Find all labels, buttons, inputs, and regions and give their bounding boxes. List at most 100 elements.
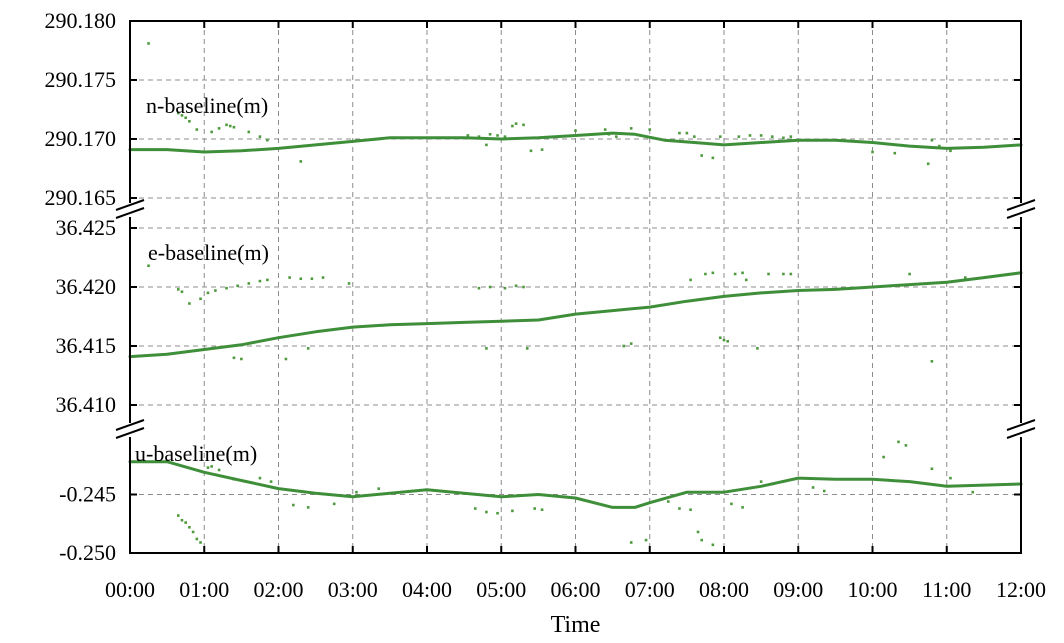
outlier-point [266, 278, 269, 282]
outlier-point [284, 357, 288, 361]
y-tick-label: -0.250 [59, 540, 116, 565]
outlier-point [310, 277, 314, 281]
outlier-point [258, 279, 262, 283]
outlier-point [206, 291, 210, 295]
outlier-point [908, 272, 911, 276]
outlier-point [689, 508, 692, 512]
outlier-point [748, 134, 752, 137]
outlier-point [503, 286, 507, 290]
outlier-point [488, 285, 492, 289]
outlier-point [700, 154, 704, 157]
y-tick-label: 290.165 [45, 185, 117, 210]
x-tick-label: 04:00 [402, 577, 452, 602]
outlier-point [822, 489, 826, 493]
y-tick-label: 290.180 [45, 8, 117, 33]
x-tick-label: 00:00 [105, 577, 155, 602]
x-tick-label: 08:00 [699, 577, 749, 602]
outlier-point [485, 347, 488, 350]
outlier-point [629, 342, 633, 345]
outlier-point [214, 289, 217, 292]
outlier-point [188, 525, 191, 529]
axis-break-mark [115, 419, 145, 439]
outlier-point [522, 123, 525, 127]
x-tick-label: 02:00 [253, 577, 303, 602]
outlier-point [210, 465, 213, 468]
outlier-point [147, 42, 150, 45]
outlier-point [882, 455, 885, 459]
outlier-point [730, 502, 733, 506]
outlier-point [629, 541, 633, 544]
x-tick-label: 03:00 [328, 577, 378, 602]
outlier-point [485, 143, 488, 147]
outlier-point [871, 150, 874, 154]
y-tick-label: 290.175 [45, 67, 117, 92]
outlier-point [496, 134, 499, 137]
outlier-point [678, 131, 681, 135]
outlier-point [678, 507, 681, 510]
outlier-point [693, 135, 696, 138]
outlier-point [288, 276, 291, 279]
outlier-point [511, 509, 514, 513]
outlier-point [622, 344, 626, 348]
x-tick-label: 07:00 [625, 577, 675, 602]
outlier-point [258, 476, 262, 480]
grid-layer [130, 21, 1021, 553]
y-tick-label: 36.420 [56, 274, 117, 299]
outlier-point [629, 127, 633, 130]
outlier-point [503, 135, 507, 138]
outlier-point [180, 114, 184, 117]
outlier-point [964, 276, 967, 279]
x-tick-label: 10:00 [847, 577, 897, 602]
outlier-point [540, 508, 544, 512]
y-tick-label: -0.245 [59, 482, 116, 507]
outlier-point [473, 507, 477, 510]
outlier-point [266, 138, 269, 142]
y-tick-label: 36.415 [56, 333, 117, 358]
outlier-point [466, 134, 470, 137]
outlier-point [718, 336, 722, 340]
panel-label: e-baseline(m) [148, 240, 269, 265]
outlier-point [574, 129, 577, 133]
outlier-point [247, 130, 251, 134]
axes-layer [129, 20, 1022, 554]
outlier-point [514, 284, 518, 288]
label-layer: Time 00:00 01:00 02:00 03:00 04:00 05:00 06:00… [45, 8, 1047, 638]
outlier-point [321, 276, 325, 279]
outlier-point [199, 297, 202, 301]
x-tick-label: 11:00 [922, 577, 971, 602]
outlier-point [770, 135, 774, 138]
outlier-point [689, 278, 692, 282]
outlier-point [704, 272, 707, 276]
outlier-point [741, 506, 744, 509]
outlier-point [700, 538, 704, 542]
outlier-point [485, 510, 488, 514]
outlier-point [292, 503, 295, 507]
outlier-point [685, 131, 689, 135]
outlier-point [904, 444, 908, 447]
outlier-point [299, 160, 303, 163]
outlier-point [232, 356, 236, 360]
outlier-point [191, 530, 195, 534]
outlier-point [188, 120, 191, 123]
outlier-point [217, 127, 221, 130]
outlier-point [188, 302, 191, 305]
outlier-point [269, 480, 273, 483]
outlier-point [926, 162, 930, 166]
outlier-point [711, 543, 715, 547]
outlier-point [615, 135, 618, 138]
outlier-point [225, 286, 228, 290]
outlier-point [726, 339, 730, 343]
outlier-point [247, 282, 251, 285]
outlier-point [514, 122, 518, 125]
outlier-point [206, 466, 210, 469]
outlier-point [648, 128, 652, 131]
data-layer [128, 42, 1023, 547]
x-tick-label: 01:00 [179, 577, 229, 602]
outlier-point [180, 518, 184, 522]
outlier-point [488, 132, 492, 136]
outlier-point [971, 490, 975, 494]
axis-break-mark [1006, 419, 1036, 439]
series-line [128, 460, 1023, 509]
outlier-point [240, 357, 243, 361]
